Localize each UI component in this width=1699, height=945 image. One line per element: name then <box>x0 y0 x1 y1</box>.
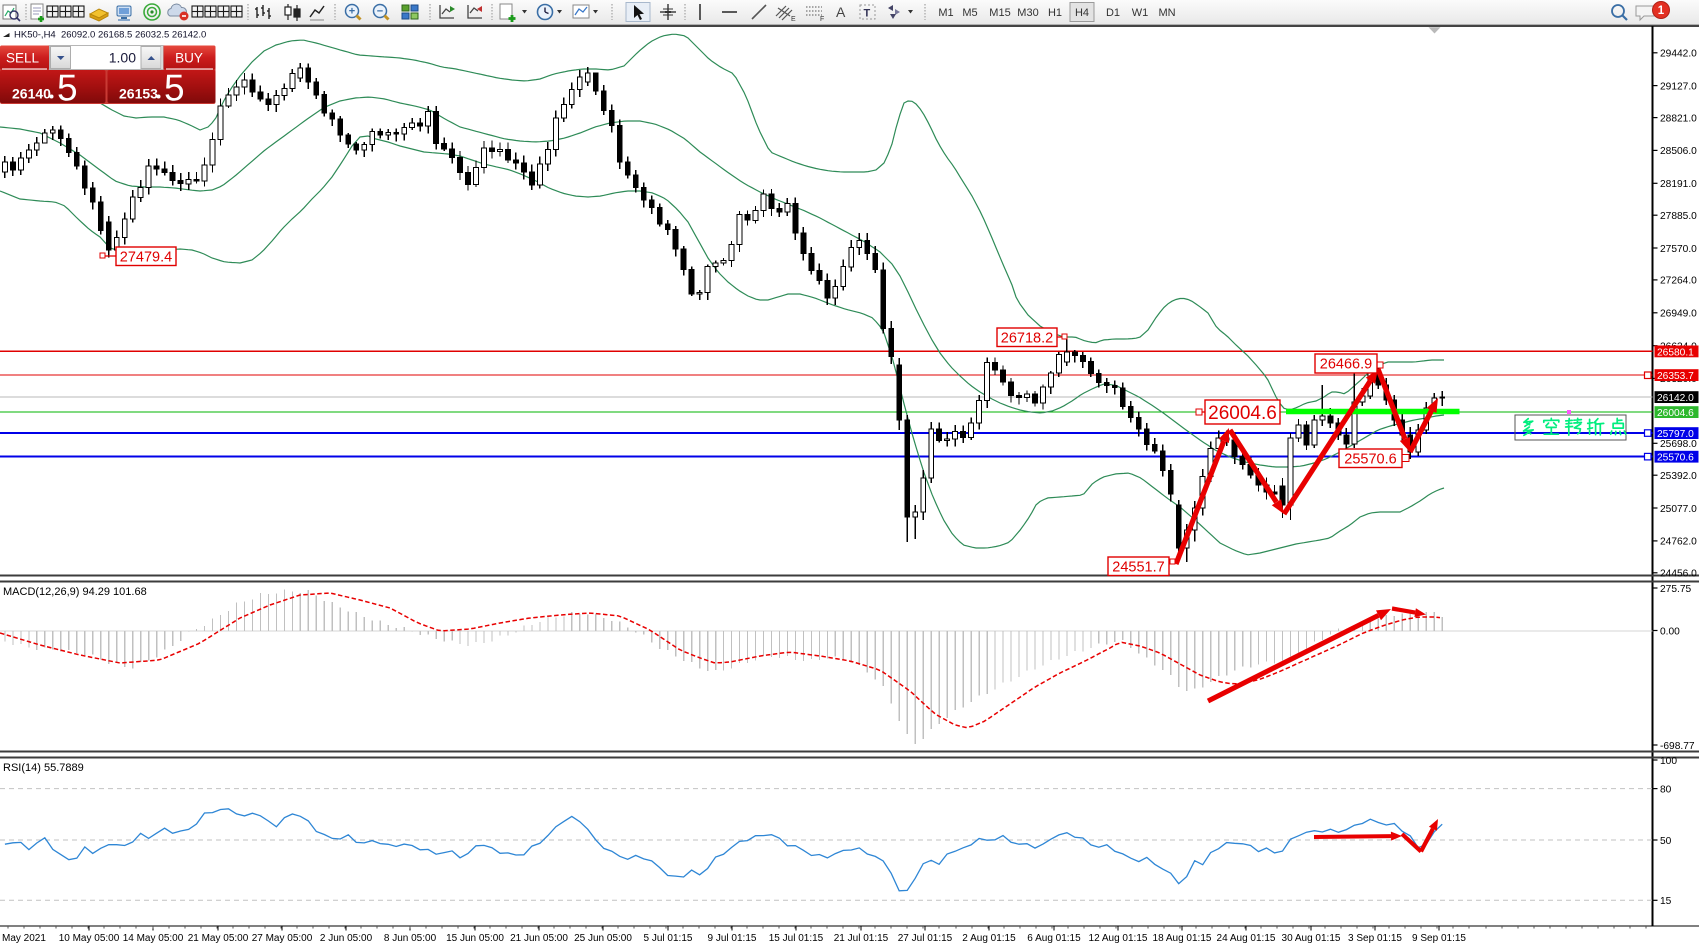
svg-text:6 Aug 01:15: 6 Aug 01:15 <box>1027 933 1081 944</box>
svg-text:F: F <box>820 16 824 23</box>
svg-text:May 2021: May 2021 <box>2 933 46 944</box>
svg-text:15 Jun 05:00: 15 Jun 05:00 <box>446 933 504 944</box>
svg-text:M5: M5 <box>962 7 977 19</box>
svg-text:28506.0: 28506.0 <box>1660 146 1697 157</box>
svg-text:26140: 26140 <box>12 86 51 102</box>
svg-text:275.75: 275.75 <box>1660 584 1691 595</box>
svg-text:25570.6: 25570.6 <box>1344 451 1396 467</box>
svg-text:18 Aug 01:15: 18 Aug 01:15 <box>1153 933 1212 944</box>
svg-text:10 May 05:00: 10 May 05:00 <box>59 933 120 944</box>
svg-text:HK50-,H4 26092.0 26168.5 2603: HK50-,H4 26092.0 26168.5 26032.5 26142.0 <box>14 30 206 41</box>
svg-text:24 Aug 01:15: 24 Aug 01:15 <box>1217 933 1276 944</box>
svg-text:12 Aug 01:15: 12 Aug 01:15 <box>1089 933 1148 944</box>
svg-text:M15: M15 <box>989 7 1010 19</box>
svg-text:15: 15 <box>1660 896 1672 907</box>
svg-text:3 Sep 01:15: 3 Sep 01:15 <box>1348 933 1402 944</box>
svg-text:26580.1: 26580.1 <box>1657 347 1694 358</box>
svg-text:RSI(14) 55.7889: RSI(14) 55.7889 <box>3 762 84 774</box>
svg-text:8 Jun 05:00: 8 Jun 05:00 <box>384 933 437 944</box>
svg-text:SELL: SELL <box>6 51 40 66</box>
svg-text:21 May 05:00: 21 May 05:00 <box>188 933 249 944</box>
svg-text:26466.9: 26466.9 <box>1320 357 1372 373</box>
svg-text:MACD(12,26,9) 94.29 101.68: MACD(12,26,9) 94.29 101.68 <box>3 586 147 598</box>
svg-text:0.00: 0.00 <box>1660 626 1680 637</box>
svg-text:2 Aug 01:15: 2 Aug 01:15 <box>962 933 1016 944</box>
svg-text:28191.0: 28191.0 <box>1660 179 1697 190</box>
svg-text:27885.0: 27885.0 <box>1660 211 1697 222</box>
svg-text:M1: M1 <box>938 7 953 19</box>
svg-text:H4: H4 <box>1075 7 1089 19</box>
svg-text:14 May 05:00: 14 May 05:00 <box>123 933 184 944</box>
svg-text:25 Jun 05:00: 25 Jun 05:00 <box>574 933 632 944</box>
svg-text:27 May 05:00: 27 May 05:00 <box>252 933 313 944</box>
svg-text:25570.6: 25570.6 <box>1657 453 1694 464</box>
svg-text:T: T <box>864 8 871 20</box>
svg-text:9 Jul 01:15: 9 Jul 01:15 <box>708 933 757 944</box>
svg-text:1: 1 <box>1658 5 1665 17</box>
svg-text:50: 50 <box>1660 836 1672 847</box>
svg-text:26718.2: 26718.2 <box>1001 330 1053 346</box>
svg-text:21 Jun 05:00: 21 Jun 05:00 <box>510 933 568 944</box>
svg-text:26004.6: 26004.6 <box>1208 403 1277 424</box>
svg-text:25698.0: 25698.0 <box>1660 439 1697 450</box>
svg-text:E: E <box>791 16 796 23</box>
svg-text:15 Jul 01:15: 15 Jul 01:15 <box>769 933 824 944</box>
svg-text:27570.0: 27570.0 <box>1660 244 1697 255</box>
svg-text:24762.0: 24762.0 <box>1660 537 1697 548</box>
svg-text:21 Jul 01:15: 21 Jul 01:15 <box>834 933 889 944</box>
svg-text:25797.0: 25797.0 <box>1657 429 1694 440</box>
svg-text:26142.0: 26142.0 <box>1657 393 1694 404</box>
svg-text:29442.0: 29442.0 <box>1660 49 1697 60</box>
svg-text:25077.0: 25077.0 <box>1660 504 1697 515</box>
svg-text:2 Jun 05:00: 2 Jun 05:00 <box>320 933 373 944</box>
svg-text:30 Aug 01:15: 30 Aug 01:15 <box>1282 933 1341 944</box>
svg-text:5: 5 <box>57 68 78 109</box>
svg-text:26004.6: 26004.6 <box>1657 408 1694 419</box>
svg-text:24551.7: 24551.7 <box>1112 559 1164 575</box>
svg-text:26353.7: 26353.7 <box>1657 371 1694 382</box>
svg-text:A: A <box>836 4 846 20</box>
svg-text:1.00: 1.00 <box>109 50 136 66</box>
svg-text:27 Jul 01:15: 27 Jul 01:15 <box>898 933 953 944</box>
svg-text:80: 80 <box>1660 784 1672 795</box>
svg-text:H1: H1 <box>1048 7 1062 19</box>
svg-text:M30: M30 <box>1017 7 1038 19</box>
svg-text:−: − <box>377 6 383 18</box>
svg-text:26153: 26153 <box>119 86 158 102</box>
svg-text:24456.0: 24456.0 <box>1660 569 1697 580</box>
svg-text:MN: MN <box>1158 7 1175 19</box>
svg-text:25392.0: 25392.0 <box>1660 471 1697 482</box>
svg-text:-698.77: -698.77 <box>1660 741 1695 752</box>
svg-text:+: + <box>349 6 355 18</box>
svg-text:W1: W1 <box>1132 7 1149 19</box>
svg-text:5 Jul 01:15: 5 Jul 01:15 <box>644 933 693 944</box>
svg-text:28821.0: 28821.0 <box>1660 113 1697 124</box>
svg-text:27479.4: 27479.4 <box>120 249 172 265</box>
svg-text:26949.0: 26949.0 <box>1660 309 1697 320</box>
svg-text:27264.0: 27264.0 <box>1660 276 1697 287</box>
svg-text:100: 100 <box>1660 756 1677 767</box>
svg-text:D1: D1 <box>1106 7 1120 19</box>
svg-text:5: 5 <box>164 68 185 109</box>
svg-text:9 Sep 01:15: 9 Sep 01:15 <box>1412 933 1466 944</box>
svg-text:BUY: BUY <box>175 51 203 66</box>
svg-text:29127.0: 29127.0 <box>1660 81 1697 92</box>
